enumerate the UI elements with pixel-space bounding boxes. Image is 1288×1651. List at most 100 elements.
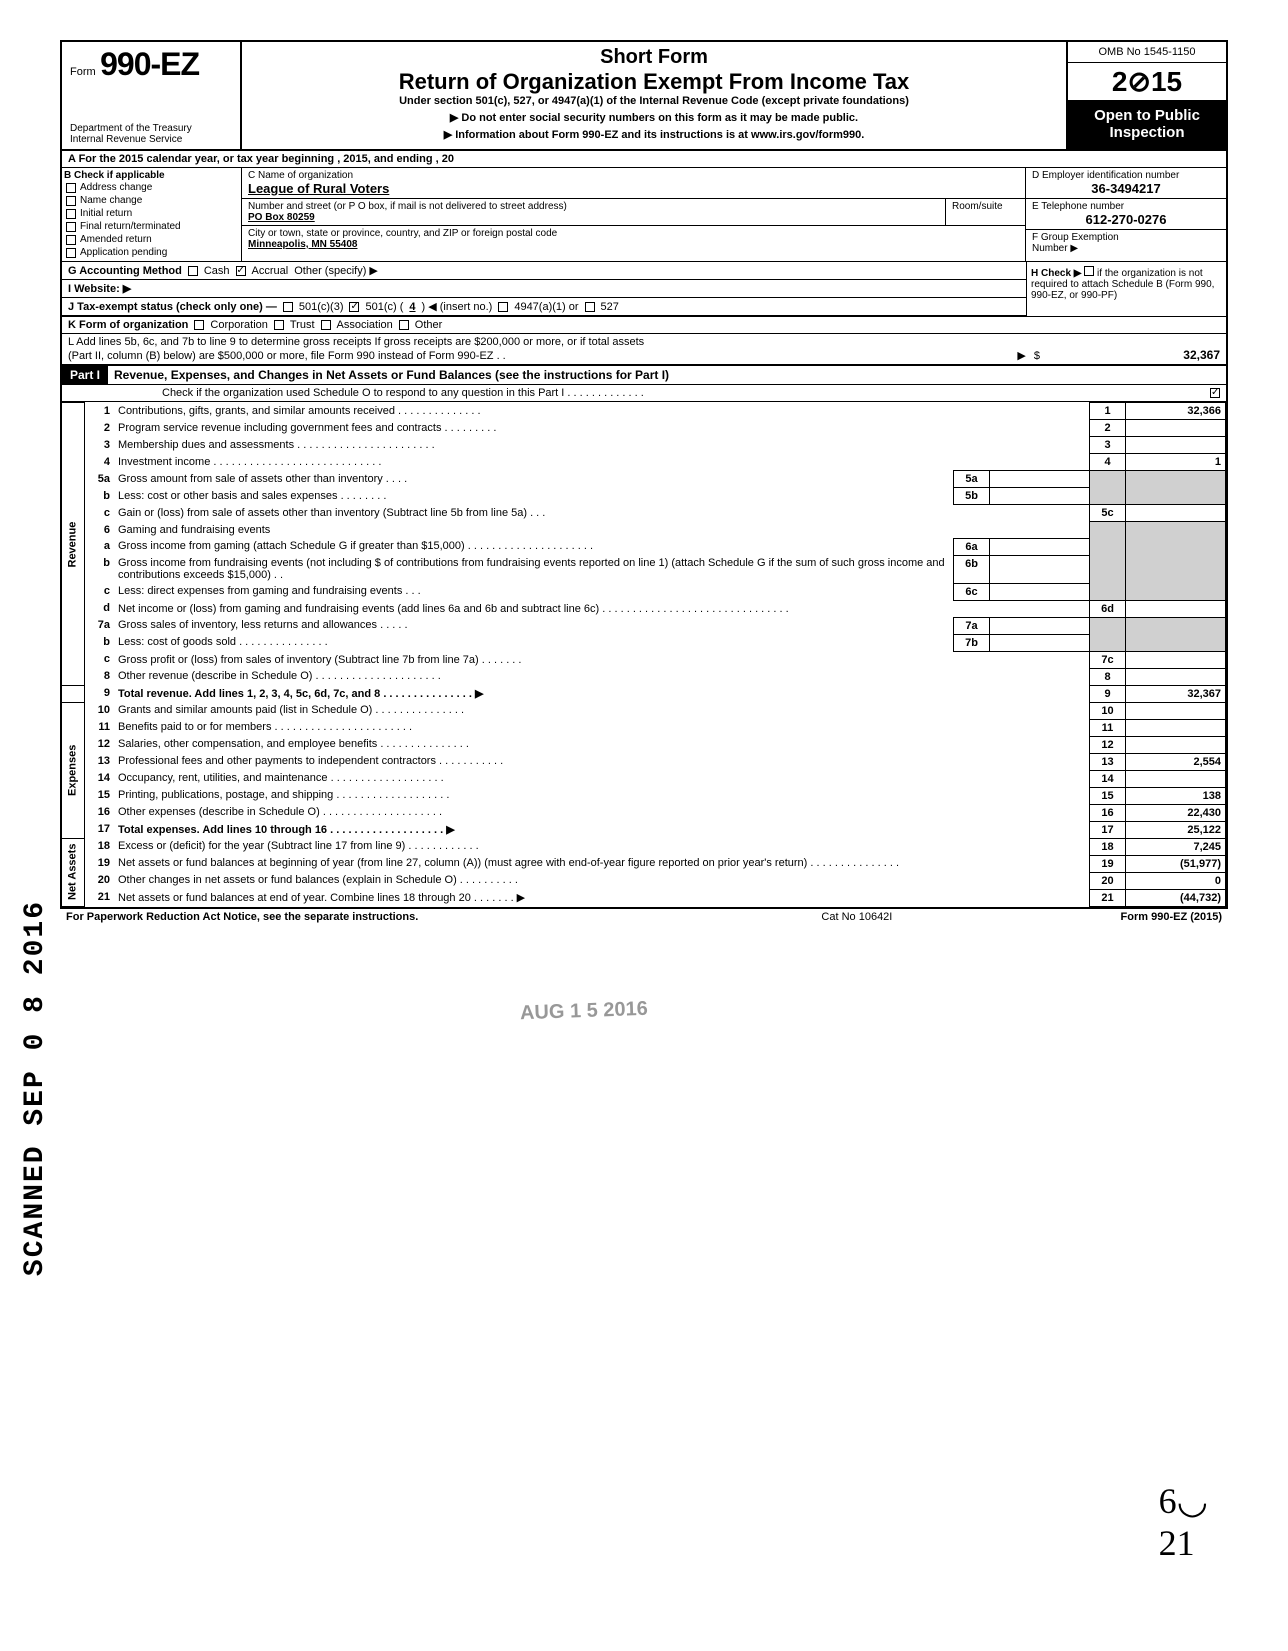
received-stamp: AUG 1 5 2016 (520, 998, 649, 1025)
l-dollar: $ (1034, 350, 1040, 362)
omb-number: OMB No 1545-1150 (1068, 42, 1226, 63)
part1-header: Part I Revenue, Expenses, and Changes in… (62, 366, 1226, 385)
b-label: B Check if applicable (64, 170, 239, 181)
line13-value: 2,554 (1126, 753, 1226, 770)
line7c-value (1126, 651, 1226, 668)
l-arrow: ▶ (1017, 349, 1025, 362)
side-label-expenses: Expenses (62, 702, 84, 838)
footer-cat-no: Cat No 10642I (593, 911, 1120, 923)
k-label: K Form of organization (68, 319, 188, 331)
line9-value: 32,367 (1126, 685, 1226, 702)
f-label2: Number ▶ (1032, 243, 1220, 254)
city-value: Minneapolis, MN 55408 (248, 239, 1019, 250)
checkbox-final-return[interactable] (66, 222, 76, 232)
header-left: Form 990-EZ Department of the Treasury I… (62, 42, 242, 149)
ssn-notice: ▶ Do not enter social security numbers o… (250, 111, 1058, 124)
l-amount: 32,367 (1120, 348, 1220, 362)
header-center: Short Form Return of Organization Exempt… (242, 42, 1066, 149)
department: Department of the Treasury Internal Reve… (70, 123, 232, 145)
footer-form-ref: Form 990-EZ (2015) (1121, 911, 1222, 923)
checkbox-h[interactable] (1084, 266, 1094, 276)
f-label: F Group Exemption (1032, 232, 1220, 243)
line6d-value (1126, 600, 1226, 617)
line11-value (1126, 719, 1226, 736)
line7b-value (990, 634, 1090, 651)
col-de: D Employer identification number 36-3494… (1026, 168, 1226, 261)
rows-g-to-l: G Accounting Method Cash Accrual Other (… (62, 262, 1226, 366)
part1-title: Revenue, Expenses, and Changes in Net As… (108, 366, 675, 384)
e-label: E Telephone number (1032, 201, 1220, 212)
checkbox-trust[interactable] (274, 320, 284, 330)
lines-table: Revenue 1 Contributions, gifts, grants, … (62, 402, 1226, 907)
h-box: H Check ▶ if the organization is not req… (1026, 262, 1226, 316)
line3-value (1126, 437, 1226, 454)
d-label: D Employer identification number (1032, 170, 1220, 181)
line16-value: 22,430 (1126, 804, 1226, 821)
checkbox-cash[interactable] (188, 266, 198, 276)
row-a-tax-year: A For the 2015 calendar year, or tax yea… (62, 151, 1226, 168)
col-c-org-info: C Name of organization League of Rural V… (242, 168, 1026, 261)
line6b-value (990, 555, 1090, 583)
city-label: City or town, state or province, country… (248, 228, 1019, 239)
short-form-label: Short Form (250, 46, 1058, 69)
checkbox-other[interactable] (399, 320, 409, 330)
j-label: J Tax-exempt status (check only one) — (68, 301, 277, 313)
line14-value (1126, 770, 1226, 787)
line5a-value (990, 471, 1090, 488)
checkbox-name-change[interactable] (66, 196, 76, 206)
phone-value: 612-270-0276 (1032, 212, 1220, 227)
col-b-checkboxes: B Check if applicable Address change Nam… (62, 168, 242, 261)
line19-value: (51,977) (1126, 855, 1226, 872)
l-text1: L Add lines 5b, 6c, and 7b to line 9 to … (68, 336, 1220, 348)
street-value: PO Box 80259 (248, 212, 939, 223)
l-text2: (Part II, column (B) below) are $500,000… (68, 350, 506, 362)
checkbox-association[interactable] (321, 320, 331, 330)
line6a-value (990, 538, 1090, 555)
checkbox-schedule-o[interactable] (1210, 388, 1220, 398)
line21-value: (44,732) (1126, 889, 1226, 906)
line4-value: 1 (1126, 454, 1226, 471)
checkbox-amended[interactable] (66, 235, 76, 245)
line8-value (1126, 668, 1226, 685)
footer: For Paperwork Reduction Act Notice, see … (60, 909, 1228, 925)
part1-label: Part I (62, 366, 108, 384)
line5b-value (990, 488, 1090, 505)
c-label: C Name of organization (248, 170, 1019, 181)
form-990ez: Form 990-EZ Department of the Treasury I… (60, 40, 1228, 909)
line20-value: 0 (1126, 872, 1226, 889)
side-label-net-assets: Net Assets (62, 838, 84, 906)
footer-left: For Paperwork Reduction Act Notice, see … (66, 911, 593, 923)
line1-value: 32,366 (1126, 403, 1226, 420)
checkbox-accrual[interactable] (236, 266, 246, 276)
form-prefix: Form (70, 66, 96, 78)
checkbox-application-pending[interactable] (66, 248, 76, 258)
line18-value: 7,245 (1126, 838, 1226, 855)
i-website: I Website: ▶ (68, 282, 131, 295)
checkbox-address-change[interactable] (66, 183, 76, 193)
room-suite-label: Room/suite (945, 199, 1025, 225)
org-name: League of Rural Voters (248, 181, 1019, 196)
501c-number: 4 (409, 301, 415, 313)
checkbox-corporation[interactable] (194, 320, 204, 330)
form-number: 990-EZ (100, 46, 199, 82)
side-label-revenue: Revenue (62, 403, 84, 686)
section-bcdef: B Check if applicable Address change Nam… (62, 168, 1226, 262)
checkbox-initial-return[interactable] (66, 209, 76, 219)
checkbox-501c[interactable] (349, 302, 359, 312)
form-header: Form 990-EZ Department of the Treasury I… (62, 42, 1226, 151)
line7a-value (990, 617, 1090, 634)
handwritten-notes: 6◡ 21 (1159, 1480, 1208, 1564)
g-label: G Accounting Method (68, 265, 182, 277)
street-label: Number and street (or P O box, if mail i… (248, 201, 939, 212)
under-section: Under section 501(c), 527, or 4947(a)(1)… (250, 95, 1058, 107)
line15-value: 138 (1126, 787, 1226, 804)
part1-check-line: Check if the organization used Schedule … (62, 385, 1226, 402)
form-title: Return of Organization Exempt From Incom… (250, 69, 1058, 95)
checkbox-4947[interactable] (498, 302, 508, 312)
info-notice: ▶ Information about Form 990-EZ and its … (250, 128, 1058, 141)
open-to-public: Open to Public Inspection (1068, 101, 1226, 149)
checkbox-527[interactable] (585, 302, 595, 312)
checkbox-501c3[interactable] (283, 302, 293, 312)
scanned-stamp: SCANNED SEP 0 8 2016 (20, 900, 51, 1276)
line2-value (1126, 420, 1226, 437)
